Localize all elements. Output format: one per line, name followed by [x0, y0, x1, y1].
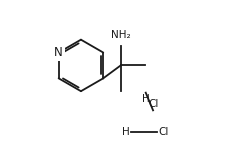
Text: N: N — [54, 46, 63, 59]
Text: Cl: Cl — [148, 99, 158, 109]
Text: Cl: Cl — [158, 127, 169, 137]
Text: H: H — [142, 94, 150, 104]
Text: NH₂: NH₂ — [111, 30, 131, 40]
Text: H: H — [122, 127, 129, 137]
